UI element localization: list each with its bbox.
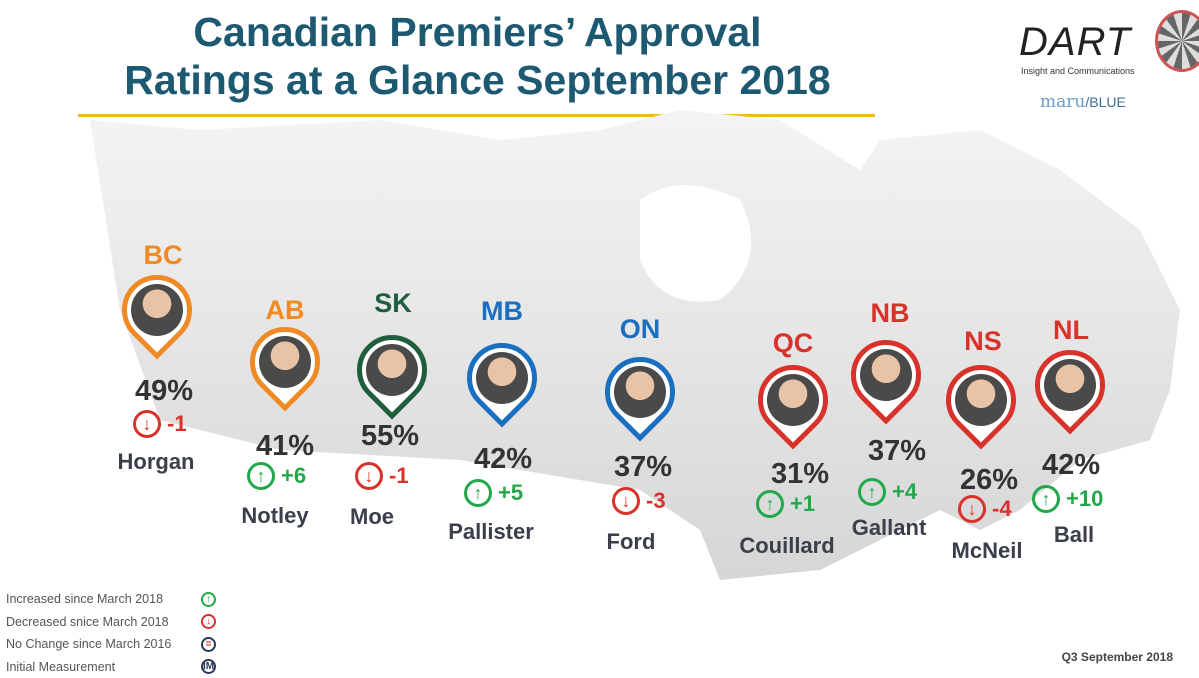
premier-photo — [131, 284, 183, 336]
change-value: +10 — [1066, 486, 1103, 512]
dart-wordmark: DART — [1019, 20, 1131, 65]
im-circle-icon: IM — [201, 659, 216, 674]
title-line-2: Ratings at a Glance September 2018 — [80, 56, 875, 104]
premier-name: Ball — [1054, 522, 1094, 548]
up-arrow-circle-icon: ↑ — [858, 478, 886, 506]
down-arrow-circle-icon: ↓ — [355, 462, 383, 490]
change-value: -4 — [992, 496, 1012, 522]
change-value: -1 — [389, 463, 409, 489]
legend: Increased since March 2018 ↑ Decreased sni… — [6, 588, 216, 678]
premier-name: Couillard — [739, 533, 834, 559]
change-value: +4 — [892, 479, 917, 505]
premier-name: Gallant — [852, 515, 927, 541]
premier-photo — [767, 374, 819, 426]
province-code: MB — [481, 296, 523, 327]
footer-date: Q3 September 2018 — [1062, 650, 1173, 664]
province-code: SK — [374, 288, 412, 319]
up-arrow-circle-icon: ↑ — [1032, 485, 1060, 513]
province-code: NS — [964, 326, 1002, 357]
approval-rating: 26% — [960, 464, 1018, 497]
province-code: NB — [871, 298, 910, 329]
approval-rating: 42% — [1042, 449, 1100, 482]
up-arrow-circle-icon: ↑ — [247, 462, 275, 490]
premier-name: Notley — [241, 503, 308, 529]
page-title: Canadian Premiers’ Approval Ratings at a… — [80, 8, 875, 104]
approval-change: ↑ +1 — [756, 490, 815, 518]
premier-photo — [1044, 359, 1096, 411]
legend-item: No Change since March 2016 = — [6, 633, 216, 656]
province-code: BC — [144, 240, 183, 271]
approval-change: ↑ +5 — [464, 479, 523, 507]
approval-rating: 55% — [361, 420, 419, 453]
approval-rating: 49% — [135, 375, 193, 408]
down-arrow-circle-icon: ↓ — [612, 487, 640, 515]
legend-label: Initial Measurement — [6, 660, 115, 674]
change-value: -1 — [167, 411, 187, 437]
province-code: NL — [1053, 315, 1089, 346]
legend-label: No Change since March 2016 — [6, 637, 171, 651]
maru-blue-logo: maru/BLUE — [1040, 92, 1126, 112]
approval-rating: 41% — [256, 430, 314, 463]
province-code: AB — [266, 295, 305, 326]
premier-photo — [955, 374, 1007, 426]
premier-name: McNeil — [952, 538, 1023, 564]
approval-rating: 42% — [474, 443, 532, 476]
approval-change: ↓ -1 — [133, 410, 187, 438]
title-line-1: Canadian Premiers’ Approval — [80, 8, 875, 56]
approval-change: ↑ +6 — [247, 462, 306, 490]
up-arrow-circle-icon: ↑ — [201, 592, 216, 607]
premier-name: Ford — [607, 529, 656, 555]
legend-label: Decreased snice March 2018 — [6, 615, 169, 629]
approval-change: ↓ -3 — [612, 487, 666, 515]
change-value: +5 — [498, 480, 523, 506]
premier-photo — [366, 344, 418, 396]
up-arrow-circle-icon: ↑ — [464, 479, 492, 507]
premier-photo — [614, 366, 666, 418]
dart-logo: DART Insight and Communications maru/BLU… — [1015, 8, 1195, 118]
change-value: -3 — [646, 488, 666, 514]
up-arrow-circle-icon: ↑ — [756, 490, 784, 518]
premier-name: Horgan — [118, 449, 195, 475]
maru-text: maru — [1040, 92, 1085, 112]
province-code: QC — [773, 328, 814, 359]
down-arrow-circle-icon: ↓ — [201, 614, 216, 629]
legend-item: Decreased snice March 2018 ↓ — [6, 611, 216, 634]
legend-item: Initial Measurement IM — [6, 656, 216, 678]
approval-change: ↑ +10 — [1032, 485, 1103, 513]
province-code: ON — [620, 314, 661, 345]
premier-name: Pallister — [448, 519, 534, 545]
approval-rating: 37% — [614, 451, 672, 484]
legend-label: Increased since March 2018 — [6, 592, 163, 606]
approval-change: ↓ -1 — [355, 462, 409, 490]
approval-change: ↓ -4 — [958, 495, 1012, 523]
equals-circle-icon: = — [201, 637, 216, 652]
premier-photo — [860, 349, 912, 401]
premier-name: Moe — [350, 504, 394, 530]
down-arrow-circle-icon: ↓ — [133, 410, 161, 438]
approval-rating: 37% — [868, 435, 926, 468]
premier-photo — [259, 336, 311, 388]
dartboard-icon — [1155, 10, 1199, 72]
change-value: +6 — [281, 463, 306, 489]
legend-item: Increased since March 2018 ↑ — [6, 588, 216, 611]
premier-photo — [476, 352, 528, 404]
change-value: +1 — [790, 491, 815, 517]
dart-tagline: Insight and Communications — [1021, 66, 1135, 76]
blue-text: /BLUE — [1085, 94, 1125, 110]
down-arrow-circle-icon: ↓ — [958, 495, 986, 523]
approval-rating: 31% — [771, 458, 829, 491]
approval-change: ↑ +4 — [858, 478, 917, 506]
